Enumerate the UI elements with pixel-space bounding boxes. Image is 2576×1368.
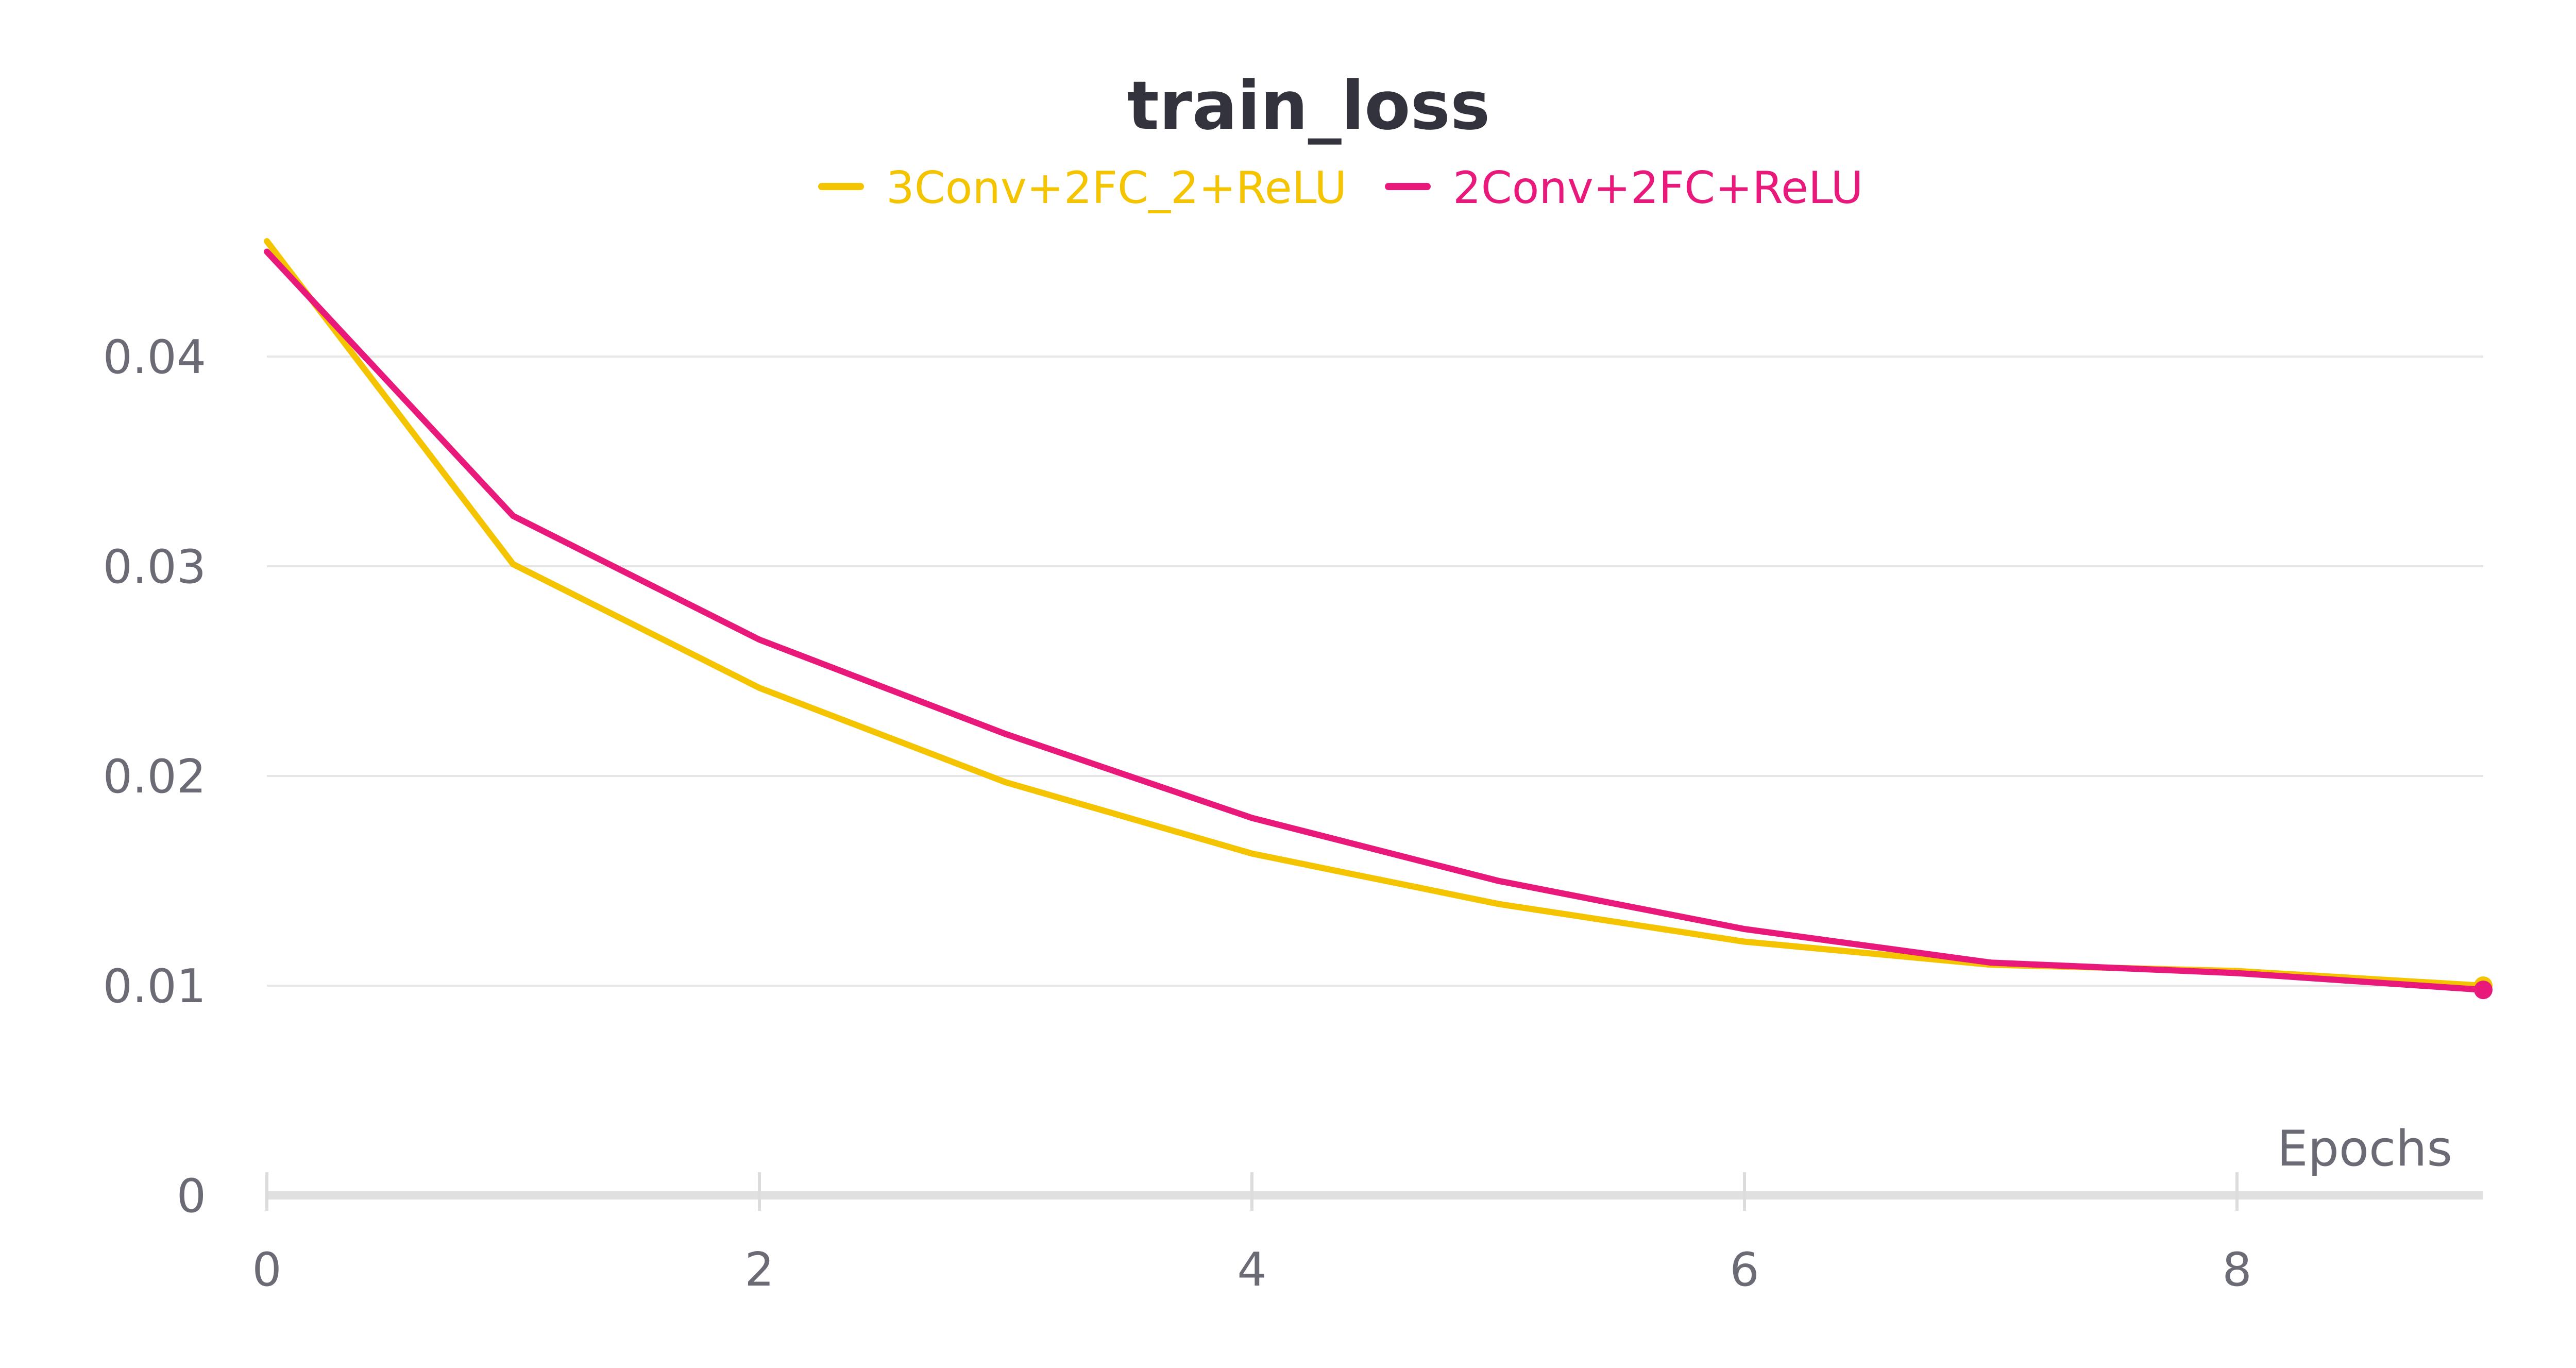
x-axis-label: Epochs bbox=[2277, 1121, 2452, 1177]
legend-label-1: 2Conv+2FC+ReLU bbox=[1453, 162, 1863, 214]
series-lines bbox=[264, 238, 2493, 1000]
y-tick-label-2: 0.02 bbox=[103, 750, 206, 804]
x-tick-label-3: 6 bbox=[1730, 1243, 1759, 1297]
y-tick-label-1: 0.01 bbox=[103, 959, 206, 1014]
series-end-marker-1 bbox=[2474, 981, 2493, 1000]
series-line-1 bbox=[264, 248, 2486, 993]
legend-label-0: 3Conv+2FC_2+ReLU bbox=[886, 162, 1347, 214]
y-tick-label-0: 0 bbox=[177, 1169, 206, 1223]
x-tick-label-2: 4 bbox=[1237, 1243, 1266, 1297]
x-axis: 0 2 4 6 8 bbox=[252, 1172, 2483, 1297]
series-line-0 bbox=[264, 238, 2486, 989]
y-tick-label-3: 0.03 bbox=[103, 540, 206, 594]
chart-title: train_loss bbox=[1127, 66, 1490, 145]
x-tick-label-1: 2 bbox=[744, 1243, 774, 1297]
y-tick-label-4: 0.04 bbox=[103, 330, 206, 384]
grid-lines bbox=[267, 356, 2483, 987]
legend: 3Conv+2FC_2+ReLU 2Conv+2FC+ReLU bbox=[818, 162, 1863, 214]
y-axis-ticks: 0 0.01 0.02 0.03 0.04 bbox=[103, 330, 206, 1223]
x-tick-label-4: 8 bbox=[2222, 1243, 2251, 1297]
x-tick-label-0: 0 bbox=[252, 1243, 281, 1297]
